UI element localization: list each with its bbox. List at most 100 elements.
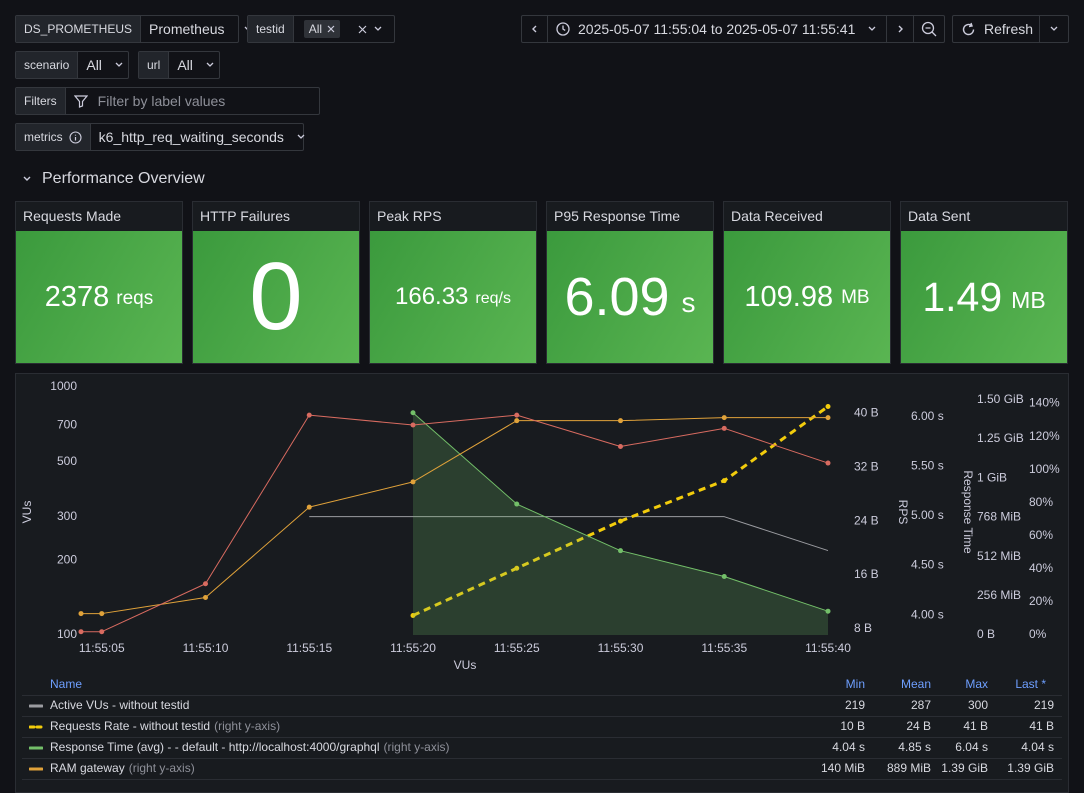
axis-title: VUs bbox=[20, 501, 34, 524]
variable-metrics[interactable]: metrics k6_http_req_waiting_seconds bbox=[15, 123, 305, 151]
stat-panel: Peak RPS 166.33 req/s bbox=[369, 201, 537, 364]
data-point bbox=[721, 573, 727, 579]
filters-input: Filter by label values bbox=[66, 93, 234, 109]
stat-unit: s bbox=[681, 287, 696, 318]
variable-label: scenario bbox=[16, 52, 79, 78]
variable-url[interactable]: url All bbox=[138, 51, 220, 79]
legend-row[interactable]: Requests Rate - without testid (right y-a… bbox=[22, 716, 1062, 738]
placeholder: Filter by label values bbox=[97, 93, 226, 109]
filters[interactable]: Filters Filter by label values bbox=[15, 87, 320, 115]
y-tick-label: 500 bbox=[57, 454, 77, 468]
prev-button[interactable] bbox=[522, 16, 548, 42]
series-name: Active VUs - without testid bbox=[50, 698, 190, 712]
y-tick-label: 300 bbox=[57, 509, 77, 523]
legend-stat: 1.39 GiB bbox=[1007, 761, 1054, 775]
chip[interactable]: All bbox=[303, 20, 341, 38]
y-tick-label: 60% bbox=[1029, 528, 1053, 542]
legend-stat: 1.39 GiB bbox=[941, 761, 988, 775]
stat-panel: P95 Response Time 6.09 s bbox=[546, 201, 714, 364]
legend-suffix: (right y-axis) bbox=[214, 719, 281, 733]
y-tick-label: 16 B bbox=[854, 567, 879, 581]
data-point bbox=[410, 479, 416, 485]
legend-column: Name bbox=[50, 677, 83, 691]
legend-stat: 219 bbox=[1033, 698, 1054, 712]
chart: 100 200 300 500 700 1000 VUs 8 B 16 B 24 B 32 B 40 … bbox=[20, 379, 1060, 672]
legend-row[interactable]: RAM gateway (right y-axis) 140 MiB 889 MiB 1… bbox=[22, 758, 1062, 780]
legend-stat: 4.04 s bbox=[832, 740, 865, 754]
variable-label: metrics bbox=[16, 124, 91, 150]
next-button[interactable] bbox=[887, 16, 914, 42]
y-tick-label: 120% bbox=[1029, 429, 1060, 443]
data-point bbox=[203, 594, 208, 600]
data-point bbox=[825, 404, 831, 410]
dashboard: {"variables":[ {"label":"DS_PROMETHEUS",… bbox=[15, 15, 1069, 793]
legend-stat: 889 MiB bbox=[886, 761, 931, 775]
data-point bbox=[721, 415, 727, 421]
legend-swatch bbox=[29, 725, 43, 729]
legend-column: Mean bbox=[900, 677, 931, 691]
variable-testid[interactable]: testid All bbox=[247, 15, 395, 43]
data-point bbox=[618, 548, 623, 554]
stat-body: 166.33 req/s bbox=[370, 231, 536, 363]
range-button[interactable]: 2025-05-07 11:55:04 to 2025-05-07 11:55:… bbox=[548, 16, 887, 42]
x-tick-label: 11:55:20 bbox=[390, 641, 436, 655]
stat-panel: Data Received 109.98 MB bbox=[723, 201, 891, 364]
y-tick-label: 20% bbox=[1029, 594, 1053, 608]
chevron bbox=[297, 134, 305, 139]
refresh-button[interactable]: Refresh bbox=[953, 16, 1041, 42]
y-tick-label: 768 MiB bbox=[977, 510, 1021, 524]
stat-value: 109.98 bbox=[744, 280, 834, 313]
data-point bbox=[99, 611, 105, 617]
data-point bbox=[514, 565, 520, 571]
data-point bbox=[203, 581, 208, 587]
legend-stat: 41 B bbox=[1029, 719, 1054, 733]
clear-icon[interactable] bbox=[358, 25, 367, 34]
y-tick-label: 100% bbox=[1029, 462, 1060, 476]
chevron bbox=[206, 62, 214, 67]
series-name: Requests Rate - without testid bbox=[50, 719, 211, 733]
value-text: All bbox=[86, 57, 102, 73]
data-point bbox=[721, 425, 727, 431]
stat-panel: HTTP Failures 0 bbox=[192, 201, 360, 364]
data-point bbox=[78, 629, 84, 635]
y-tick-label: 256 MiB bbox=[977, 588, 1021, 602]
chevron bbox=[1050, 26, 1058, 31]
data-point bbox=[306, 412, 312, 418]
variable-ds[interactable]: DS_PROMETHEUS Prometheus bbox=[15, 15, 251, 43]
legend-stat: 287 bbox=[910, 698, 931, 712]
stat-body: 2378 reqs bbox=[16, 231, 182, 363]
stat-title: HTTP Failures bbox=[200, 208, 290, 224]
zoom-out-button[interactable] bbox=[914, 16, 944, 42]
legend-row[interactable]: Response Time (avg) - - default - http:/… bbox=[22, 737, 1062, 759]
time-picker: 2025-05-07 11:55:04 to 2025-05-07 11:55:… bbox=[521, 15, 945, 43]
variable-value: k6_http_req_waiting_seconds bbox=[91, 129, 314, 145]
stat-value: 2378 bbox=[44, 280, 110, 313]
data-point bbox=[618, 418, 623, 424]
chevron bbox=[115, 62, 123, 67]
y-tick-label: 5.50 s bbox=[911, 459, 944, 473]
y-tick-label: 200 bbox=[57, 553, 77, 567]
row-header[interactable]: Performance Overview bbox=[22, 169, 205, 189]
y-tick-label: 5.00 s bbox=[911, 508, 944, 522]
axis-title: RPS bbox=[896, 500, 910, 525]
refresh-text: Refresh bbox=[984, 21, 1034, 37]
x-tick-label: 11:55:35 bbox=[701, 641, 747, 655]
data-point bbox=[78, 611, 84, 617]
refresh-interval[interactable] bbox=[1040, 24, 1068, 34]
data-point bbox=[514, 412, 520, 418]
variable-scenario[interactable]: scenario All bbox=[15, 51, 129, 79]
stat-panel: Data Sent 1.49 MB bbox=[900, 201, 1068, 364]
range-text: 2025-05-07 11:55:04 to 2025-05-07 11:55:… bbox=[578, 21, 856, 37]
stat-title: Requests Made bbox=[23, 208, 122, 224]
y-tick-label: 40% bbox=[1029, 561, 1053, 575]
stat-unit: reqs bbox=[116, 288, 154, 309]
variable-label: testid bbox=[248, 16, 294, 42]
legend-row[interactable]: Active VUs - without testid 219 287 300 219 bbox=[22, 695, 1062, 717]
y-tick-label: 0 B bbox=[977, 627, 995, 641]
y-tick-label: 1 GiB bbox=[977, 470, 1007, 484]
stat-title: Data Sent bbox=[908, 208, 971, 224]
y-tick-label: 700 bbox=[57, 418, 77, 432]
legend-stat: 41 B bbox=[963, 719, 988, 733]
legend-stat: 10 B bbox=[840, 719, 865, 733]
chip-remove bbox=[327, 25, 335, 33]
